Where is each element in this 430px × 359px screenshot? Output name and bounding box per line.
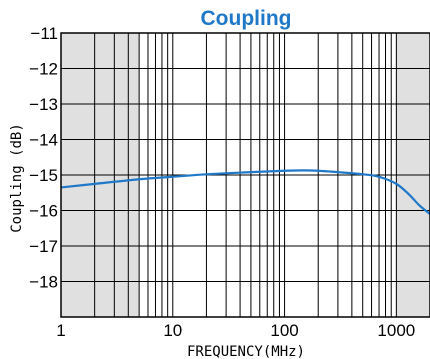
y-tick-label: −17 (29, 237, 58, 256)
x-tick-label: 100 (270, 321, 298, 340)
y-tick-label: −15 (29, 166, 58, 185)
y-tick-label: −12 (29, 60, 58, 79)
series-line-0 (60, 169, 430, 215)
x-tick-label: 10 (163, 321, 182, 340)
x-tick-label: 1 (56, 321, 65, 340)
x-tick-label: 1000 (377, 321, 415, 340)
y-axis-label: Coupling (dB) (9, 123, 25, 233)
y-tick-label: −18 (29, 273, 58, 292)
y-tick-label: −11 (30, 24, 58, 43)
y-tick-label: −14 (29, 131, 58, 150)
x-tick-labels: 1 10 100 1000 (56, 321, 415, 340)
plot-frame (60, 32, 430, 318)
y-tick-labels: −11 −12 −13 −14 −15 −16 −17 −18 (29, 24, 58, 292)
series-layer (60, 169, 430, 215)
y-tick-label: −13 (29, 95, 58, 114)
chart-title: Coupling (201, 7, 292, 30)
x-axis-label: FREQUENCY(MHz) (187, 344, 305, 359)
y-tick-label: −16 (29, 202, 58, 221)
